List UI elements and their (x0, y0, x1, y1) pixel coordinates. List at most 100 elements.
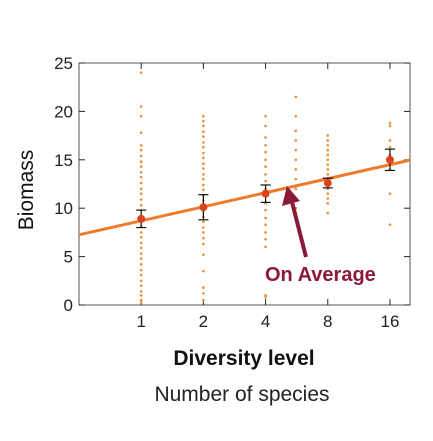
data-point (388, 192, 392, 195)
data-point (139, 294, 143, 297)
data-point (326, 163, 330, 166)
data-point (202, 145, 205, 149)
mean-point (199, 203, 208, 212)
data-point (264, 165, 267, 168)
data-point (326, 139, 330, 142)
data-point (139, 241, 143, 245)
data-point (326, 153, 330, 157)
data-point (202, 130, 205, 134)
y-tick-label: 10 (54, 199, 73, 218)
data-point (139, 284, 143, 287)
ticks-layer: 0 5 10 15 20 25 1 2 4 8 16 (54, 54, 410, 331)
data-point (139, 154, 143, 158)
y-tick-label: 0 (64, 296, 73, 315)
x-tick-label: 8 (323, 312, 332, 331)
data-point (139, 235, 143, 239)
data-point (139, 279, 143, 283)
data-point (139, 203, 143, 207)
data-point (264, 136, 267, 139)
data-point (139, 131, 143, 134)
data-point (264, 143, 267, 147)
data-point (202, 141, 205, 144)
data-point (264, 223, 267, 226)
annotation-arrow-shaft (290, 201, 308, 258)
data-point (264, 179, 267, 183)
data-point (264, 173, 267, 176)
y-tick-label: 25 (54, 54, 73, 73)
mean-point (385, 155, 394, 164)
data-point (294, 177, 298, 181)
data-point (326, 143, 330, 147)
data-point (202, 236, 205, 240)
data-point (202, 162, 205, 165)
data-point (202, 220, 205, 224)
data-point (202, 124, 205, 128)
data-point (139, 273, 143, 277)
data-point (202, 226, 205, 229)
y-tick-label: 20 (54, 102, 73, 121)
data-point (264, 124, 267, 128)
y-tick-label: 15 (54, 151, 73, 170)
data-point (202, 156, 205, 160)
data-point (139, 175, 143, 179)
x-tick-label: 1 (136, 312, 145, 331)
data-point (202, 177, 205, 181)
mean-point (323, 179, 332, 188)
data-point (326, 202, 330, 205)
data-point (202, 135, 205, 138)
data-point (139, 252, 143, 255)
data-point (202, 167, 205, 170)
data-point (202, 188, 205, 192)
data-point (388, 124, 392, 128)
mean-point (261, 189, 270, 198)
data-point (139, 71, 143, 74)
data-point (139, 165, 143, 168)
data-point (264, 114, 267, 118)
data-point (139, 301, 143, 305)
data-point (264, 150, 267, 154)
data-point (294, 187, 298, 191)
data-point (326, 148, 330, 152)
data-point (294, 139, 298, 142)
data-point (139, 198, 143, 201)
trend-layer (78, 158, 411, 237)
data-point (139, 143, 143, 147)
data-point (264, 208, 267, 212)
data-point (202, 114, 205, 118)
mean-point (137, 214, 146, 223)
data-point (294, 95, 298, 99)
data-point (202, 269, 205, 273)
x-tick-label: 4 (261, 312, 270, 331)
data-point (139, 231, 143, 234)
x-axis-label: Diversity level (173, 347, 314, 370)
x-axis-sublabel: Number of species (154, 383, 329, 406)
x-tick-label: 2 (199, 312, 208, 331)
y-axis-label: Biomass (15, 150, 38, 231)
data-point (139, 171, 143, 174)
data-point (264, 294, 267, 297)
data-point (264, 245, 267, 249)
data-point (202, 173, 205, 176)
data-point (139, 160, 143, 164)
data-point (139, 148, 143, 152)
data-point (202, 119, 205, 123)
data-point (139, 298, 143, 302)
data-point (202, 253, 205, 256)
data-point (388, 223, 392, 226)
data-point (326, 158, 330, 162)
annotation-layer: On Average (265, 186, 376, 286)
data-point (264, 158, 267, 162)
data-point (202, 242, 205, 246)
data-point (326, 211, 330, 215)
data-point (139, 187, 143, 191)
plot-frame (78, 62, 411, 306)
data-point (264, 237, 267, 241)
data-point (264, 231, 267, 234)
trend-line (78, 158, 411, 237)
x-tick-label: 16 (381, 312, 400, 331)
data-point (139, 290, 143, 293)
annotation-arrow-head (282, 186, 300, 206)
data-point (326, 192, 330, 195)
